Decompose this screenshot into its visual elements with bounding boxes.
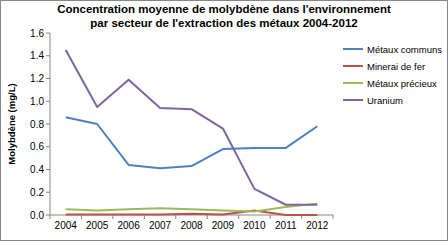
y-tick-label: 1.4 xyxy=(30,50,44,61)
x-tick xyxy=(333,215,334,219)
y-tick xyxy=(46,146,50,147)
title: par secteur de l'extraction des métaux 2… xyxy=(90,17,357,29)
y-tick xyxy=(46,78,50,79)
y-axis-label: Molybdène (mg/L) xyxy=(6,83,17,164)
legend-swatch xyxy=(343,82,363,84)
legend-label: Métaux communs xyxy=(367,44,442,55)
legend-swatch xyxy=(343,48,363,50)
x-tick xyxy=(238,215,239,219)
series-line xyxy=(66,204,318,212)
y-tick-label: 1.6 xyxy=(30,28,44,39)
x-tick-label: 2004 xyxy=(55,220,78,231)
series-line xyxy=(66,50,318,205)
legend-swatch xyxy=(343,99,363,101)
y-tick xyxy=(46,33,50,34)
x-tick xyxy=(207,215,208,219)
y-tick-label: 0.2 xyxy=(30,187,44,198)
title: Concentration moyenne de molybdène dans … xyxy=(57,3,391,15)
y-tick xyxy=(46,55,50,56)
y-tick xyxy=(46,192,50,193)
y-tick-label: 0.0 xyxy=(30,210,44,221)
y-tick-label: 0.8 xyxy=(30,119,44,130)
y-axis xyxy=(50,33,51,215)
legend-swatch xyxy=(343,65,363,67)
chart: Concentration moyenne de molybdène dans … xyxy=(0,0,448,241)
frame xyxy=(1,1,448,241)
x-tick xyxy=(175,215,176,219)
x-tick-label: 2008 xyxy=(180,220,203,231)
y-tick-label: 0.6 xyxy=(30,141,44,152)
x-tick xyxy=(112,215,113,219)
y-tick xyxy=(46,215,50,216)
x-tick-label: 2010 xyxy=(243,220,266,231)
x-tick-label: 2012 xyxy=(306,220,329,231)
x-tick-label: 2011 xyxy=(275,220,297,231)
y-tick-label: 1.0 xyxy=(30,96,44,107)
series-line xyxy=(66,117,318,168)
x-tick-label: 2005 xyxy=(86,220,109,231)
x-tick-label: 2007 xyxy=(149,220,172,231)
y-tick-label: 1.2 xyxy=(30,73,44,84)
x-tick xyxy=(144,215,145,219)
x-tick xyxy=(50,215,51,219)
y-tick-label: 0.4 xyxy=(30,164,44,175)
legend-label: Métaux précieux xyxy=(367,78,437,89)
x-tick-label: 2006 xyxy=(117,220,140,231)
y-tick xyxy=(46,101,50,102)
plot-area xyxy=(66,50,318,215)
y-tick xyxy=(46,169,50,170)
y-tick xyxy=(46,124,50,125)
legend-label: Minerai de fer xyxy=(367,61,425,72)
x-tick-label: 2009 xyxy=(212,220,235,231)
legend-label: Uranium xyxy=(367,95,403,106)
x-tick xyxy=(81,215,82,219)
x-tick xyxy=(270,215,271,219)
